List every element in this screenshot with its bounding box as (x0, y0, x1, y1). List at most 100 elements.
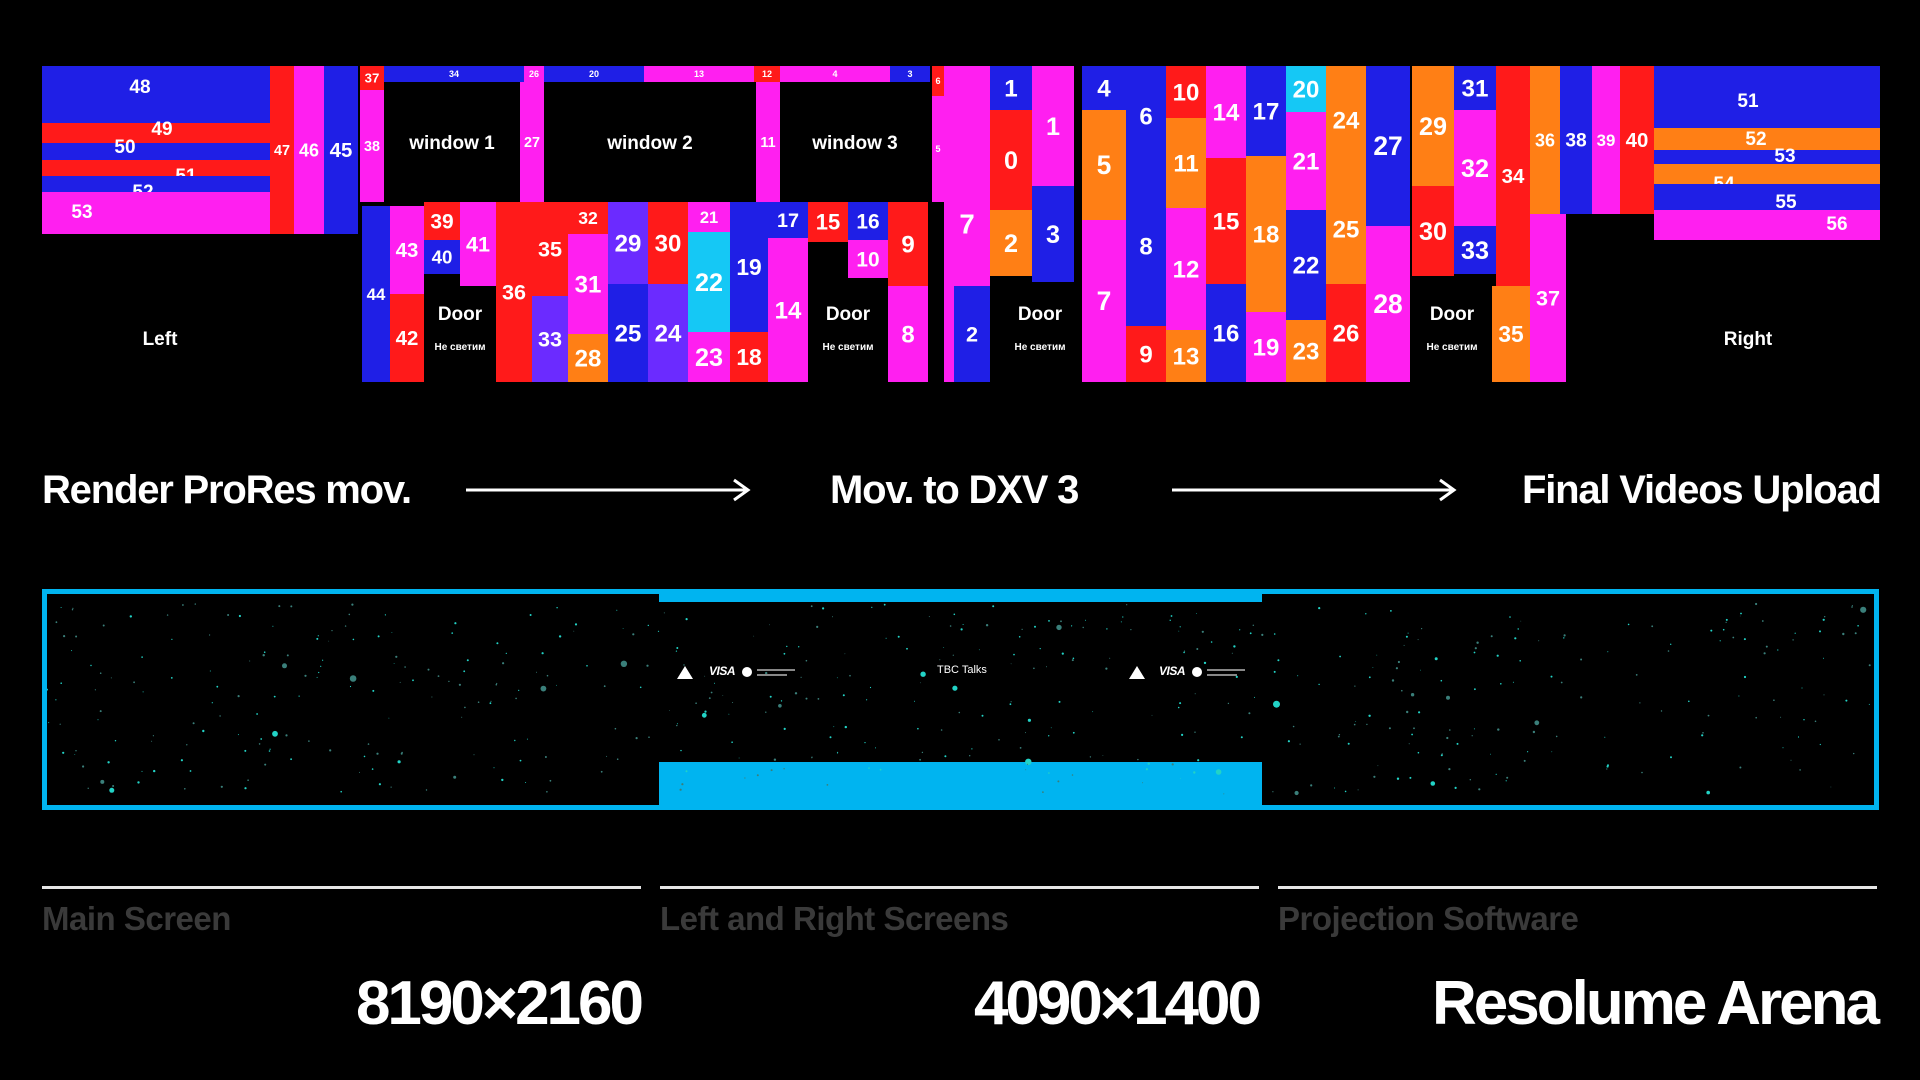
led-panel (768, 202, 808, 238)
star (683, 664, 685, 666)
star (685, 618, 688, 621)
star (1048, 620, 1050, 622)
panel-number: 16 (856, 210, 879, 233)
star (635, 737, 638, 740)
panel-number: 30 (655, 230, 682, 257)
star (606, 755, 608, 757)
star (496, 642, 499, 645)
led-panel (1366, 66, 1410, 226)
star (1122, 616, 1124, 618)
star (971, 748, 973, 750)
star (1240, 736, 1243, 739)
star (525, 782, 527, 783)
star (1512, 681, 1514, 683)
star (397, 760, 401, 764)
star (920, 671, 926, 677)
star (273, 695, 276, 698)
star (1196, 648, 1199, 650)
star (298, 695, 300, 697)
star (811, 757, 813, 759)
star (962, 624, 964, 625)
star (1089, 756, 1092, 758)
star (732, 702, 734, 703)
star (805, 697, 808, 700)
star (129, 615, 132, 618)
star (1201, 630, 1204, 633)
star (1357, 789, 1359, 791)
led-strip (1654, 184, 1880, 210)
led-panel (1032, 186, 1074, 282)
star (1071, 774, 1074, 776)
star (1702, 732, 1704, 734)
star (1299, 743, 1301, 745)
star (541, 652, 544, 655)
star (1857, 625, 1859, 627)
star (1254, 696, 1255, 698)
star (308, 740, 310, 742)
led-panel (990, 110, 1032, 210)
panel-number: 44 (367, 285, 386, 304)
star (1395, 667, 1398, 670)
star (648, 736, 650, 738)
star (546, 674, 549, 677)
star (1061, 652, 1064, 655)
star (518, 689, 520, 691)
star (244, 787, 247, 790)
led-panel (848, 240, 888, 278)
star (384, 614, 386, 616)
led-panel (608, 284, 648, 382)
star (1179, 777, 1181, 779)
star (519, 759, 522, 762)
led-panel (460, 202, 496, 286)
strip-number: 53 (71, 202, 92, 223)
led-panel (390, 206, 424, 294)
star (1743, 675, 1747, 679)
star (981, 714, 984, 717)
star (137, 781, 140, 784)
star (238, 614, 241, 618)
star (869, 686, 872, 689)
star (490, 700, 492, 702)
star (701, 712, 707, 718)
star (427, 668, 430, 671)
star (249, 660, 251, 662)
led-panel (1032, 66, 1074, 186)
panel-number: 8 (1139, 233, 1152, 260)
star (944, 755, 947, 758)
led-strip (42, 160, 270, 176)
window-label: window 2 (606, 133, 693, 154)
star (412, 679, 414, 682)
star (1072, 731, 1075, 734)
led-strip (1654, 128, 1880, 150)
star (505, 652, 507, 654)
panel-number: 17 (777, 210, 799, 232)
star (514, 739, 516, 742)
star (832, 616, 833, 618)
star (180, 759, 183, 762)
star (919, 758, 921, 761)
star (1822, 618, 1825, 621)
star (1169, 619, 1171, 621)
star (55, 699, 57, 701)
led-panel (1560, 66, 1592, 214)
star (714, 682, 715, 684)
star (675, 650, 678, 652)
star (1391, 679, 1395, 682)
star (1109, 657, 1111, 659)
star (1854, 632, 1857, 635)
panel-number: 2 (966, 322, 978, 347)
star (1039, 648, 1041, 650)
star (1085, 619, 1086, 621)
star (268, 750, 271, 752)
star (1509, 616, 1511, 618)
star (722, 695, 724, 696)
led-panel (324, 66, 358, 234)
star (501, 778, 504, 782)
panel-number: 25 (1333, 216, 1360, 243)
star (1046, 666, 1047, 668)
zone-label-left: Left (143, 329, 179, 350)
star (676, 723, 678, 725)
star (844, 653, 846, 655)
star (1142, 782, 1144, 784)
star (844, 725, 847, 729)
